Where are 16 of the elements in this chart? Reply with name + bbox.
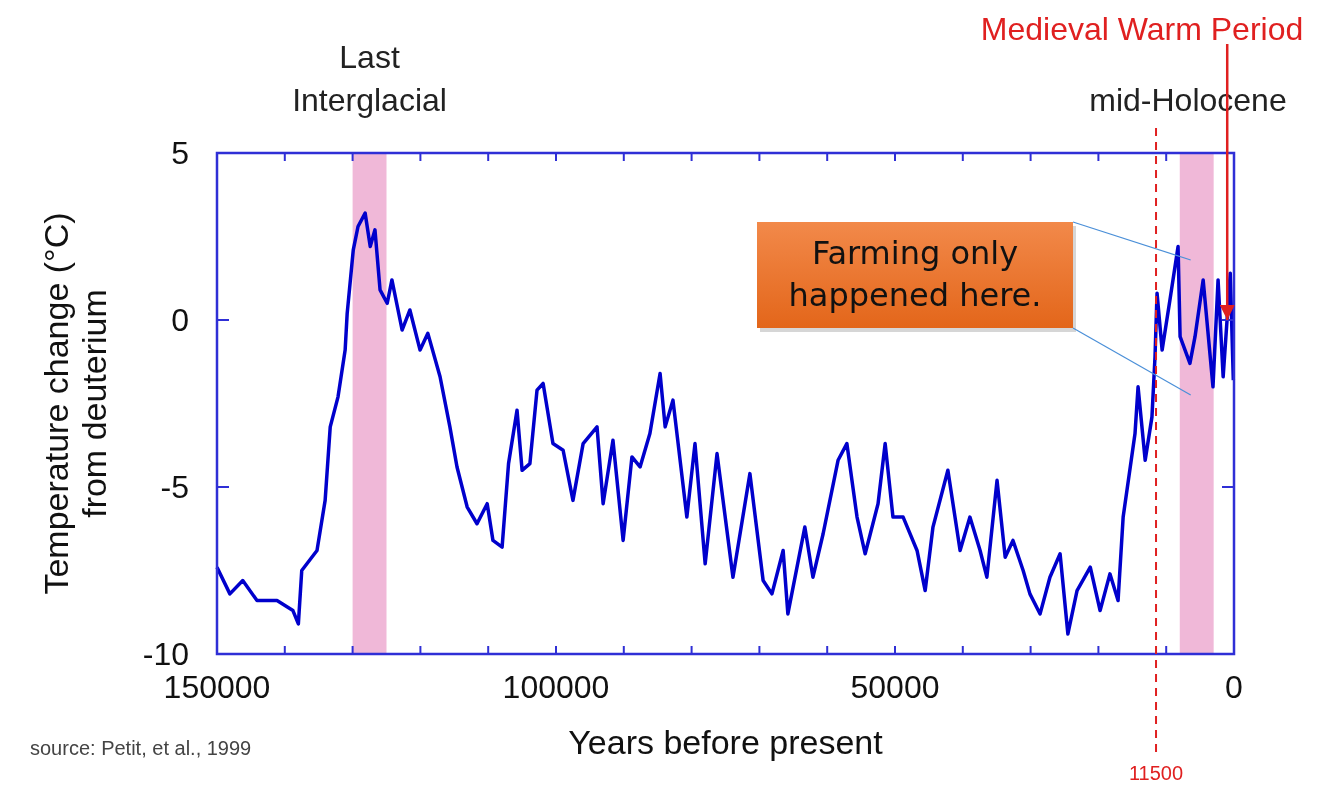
y-axis-title: Temperature change (°C) from deuterium (37, 212, 113, 595)
y-tick-label: 0 (171, 302, 189, 338)
x-tick-label: 100000 (502, 669, 610, 705)
x-tick-label: 50000 (850, 669, 940, 705)
x-tick-label: 150000 (163, 669, 271, 705)
source-note: source: Petit, et al., 1999 (30, 737, 252, 759)
y-tick-label: -5 (160, 469, 189, 505)
x-axis-title: Years before present (568, 723, 884, 761)
annotation: Medieval Warm Period (980, 11, 1304, 47)
y-tick-label: 5 (171, 135, 189, 171)
line-series (215, 211, 1236, 636)
y-tick-label: -10 (142, 636, 189, 672)
ref-line-label: 11500 (1128, 762, 1184, 784)
x-tick-label: 0 (1225, 669, 1243, 705)
annotation: Farming only happened here. (788, 234, 1042, 314)
band-label: Last Interglacial (292, 39, 447, 118)
